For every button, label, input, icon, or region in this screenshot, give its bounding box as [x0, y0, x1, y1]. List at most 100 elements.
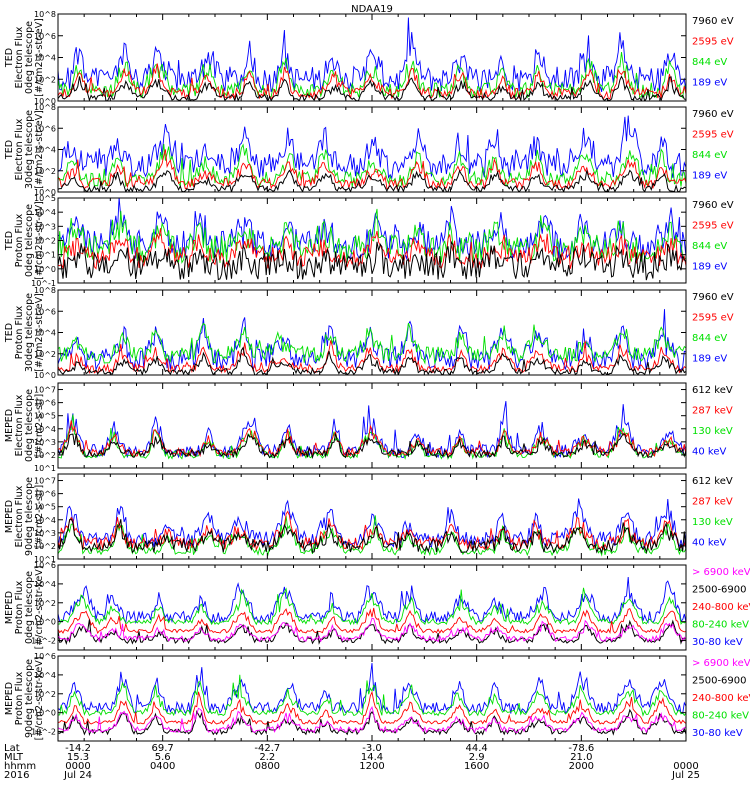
footer-value: Jul 24 — [63, 770, 92, 781]
series-line-80-240-kev — [58, 587, 686, 626]
y-axis-label-line: Proton Flux — [14, 213, 25, 267]
series-line-189-ev — [58, 198, 686, 261]
y-axis-label-line: [#/cm2-s-str-eV] — [34, 293, 45, 372]
legend-entry: 130 keV — [692, 426, 733, 437]
series-line-189-ev — [58, 115, 686, 180]
y-tick-label: 10^0 — [34, 618, 56, 627]
panel-7-plot-area — [58, 576, 686, 645]
y-tick-label: 10^5 — [34, 503, 56, 512]
footer-value: Jul 25 — [671, 770, 700, 781]
legend-entry: 240-800 keV — [692, 602, 750, 613]
series-line-7960-ev — [58, 240, 686, 281]
series-line-7960-ev — [58, 346, 686, 375]
series-line-7960-ev — [58, 169, 686, 192]
y-tick-label: 10^6 — [34, 490, 56, 499]
y-tick-label: 10^3 — [34, 222, 56, 231]
y-axis-label-line: MEPED — [4, 409, 15, 442]
y-tick-label: 10^4 — [34, 54, 56, 63]
y-axis-label-line: Proton Flux — [14, 305, 25, 359]
panel-4-plot-area — [58, 309, 686, 375]
series-line-612-kev — [58, 518, 686, 554]
panel-8-plot-area — [58, 663, 686, 737]
y-tick-label: 10^1 — [34, 555, 56, 564]
y-axis-label-line: 0deg telescope — [24, 21, 35, 94]
y-axis-label-line: [#/cm2-s-str-eV] — [34, 18, 45, 97]
footer-value: 14.4 — [361, 752, 383, 763]
series-line-2595-ev — [58, 340, 686, 375]
y-tick-label: 10^0 — [34, 188, 56, 197]
y-tick-label: 10^2 — [34, 350, 56, 359]
y-axis-label-line: Electron Flux — [14, 26, 25, 88]
series-line-7960-ev — [58, 75, 686, 101]
y-axis-label-line: [#/cm2-s-str-eV] — [34, 110, 45, 189]
footer-value: 44.4 — [466, 743, 488, 754]
y-tick-label: 10^1 — [34, 464, 56, 473]
panel-5-plot-area — [58, 401, 686, 460]
legend-entry: 844 eV — [692, 150, 727, 161]
y-tick-label: 10^7 — [34, 386, 56, 395]
series-line-2595-ev — [58, 228, 686, 270]
legend-entry: 189 eV — [692, 262, 727, 273]
footer-value: 2.2 — [259, 752, 275, 763]
panel-1: 10^0 10^2 10^4 10^6 10^8 TED Electron Flux 0deg… — [4, 10, 734, 106]
figure-title: NDAA19 — [351, 4, 393, 15]
legend-entry: 2595 eV — [692, 221, 734, 232]
legend-entry: 2595 eV — [692, 37, 734, 48]
y-tick-label: 10^4 — [34, 580, 56, 589]
series-line-40-kev — [58, 401, 686, 459]
series-line-30-80-kev — [58, 663, 686, 715]
legend-entry: 2595 eV — [692, 130, 734, 141]
footer-row-label: 2016 — [4, 770, 29, 781]
y-tick-label: 10^8 — [34, 10, 56, 19]
series-line-2595-ev — [58, 149, 686, 190]
series-line-287-kev — [58, 420, 686, 458]
panel-6: 10^1 10^2 10^3 10^4 10^5 10^6 10^7 MEPED Electro… — [4, 473, 733, 564]
y-tick-label: 10^-2 — [31, 728, 56, 737]
panel-1-plot-area — [58, 17, 686, 101]
y-tick-label: 10^4 — [34, 516, 56, 525]
panel-8: 10^-2 10^0 10^2 10^4 10^6 MEPED Proton Flux 90d… — [4, 652, 750, 742]
footer-value: 0400 — [150, 761, 175, 772]
y-tick-label: 10^4 — [34, 671, 56, 680]
footer-value: 15.3 — [67, 752, 89, 763]
panel-7: 10^-2 10^0 10^2 10^4 10^6 MEPED Proton Flux 0de… — [4, 561, 750, 651]
footer-value: 2000 — [569, 761, 594, 772]
legend-entry: > 6900 keV — [692, 658, 750, 669]
y-tick-label: 10^6 — [34, 32, 56, 41]
series-line-130-kev — [58, 414, 686, 460]
legend-entry: 612 keV — [692, 385, 733, 396]
y-axis-label-line: MEPED — [4, 591, 15, 624]
footer-value: -78.6 — [568, 743, 594, 754]
y-tick-label: 10^4 — [34, 425, 56, 434]
panel-2-plot-area — [58, 115, 686, 192]
series-line-130-kev — [58, 515, 686, 557]
y-axis-label-line: Electron Flux — [14, 485, 25, 547]
y-axis-label-line: Electron Flux — [14, 394, 25, 456]
panel-4: 10^0 10^2 10^4 10^6 10^8 TED Proton Flux 30deg … — [4, 286, 734, 380]
panel-6-plot-area — [58, 498, 686, 557]
y-tick-label: 10^1 — [34, 251, 56, 260]
series-line-40-kev — [58, 498, 686, 548]
footer-value: 0000 — [65, 761, 90, 772]
legend-entry: 844 eV — [692, 57, 727, 68]
footer-value: 1200 — [359, 761, 384, 772]
y-tick-label: 10^-1 — [31, 279, 56, 288]
series-line-80-240-kev — [58, 674, 686, 717]
y-tick-label: 10^8 — [34, 286, 56, 295]
y-axis-label-line: 0deg telescope — [24, 204, 35, 277]
legend-entry: 287 keV — [692, 497, 733, 508]
y-tick-label: 10^6 — [34, 124, 56, 133]
legend-entry: 612 keV — [692, 476, 733, 487]
y-axis-label-line: 30deg telescope — [24, 110, 35, 189]
legend-entry: 40 keV — [692, 538, 726, 549]
series-line-2500-6900 — [58, 708, 686, 737]
y-tick-label: 10^4 — [34, 329, 56, 338]
y-tick-label: 10^-2 — [31, 637, 56, 646]
y-tick-label: 10^0 — [34, 97, 56, 106]
y-axis-label-line: 90deg telescope — [24, 659, 35, 738]
footer-value: -42.7 — [254, 743, 280, 754]
legend-entry: 30-80 keV — [692, 637, 743, 648]
